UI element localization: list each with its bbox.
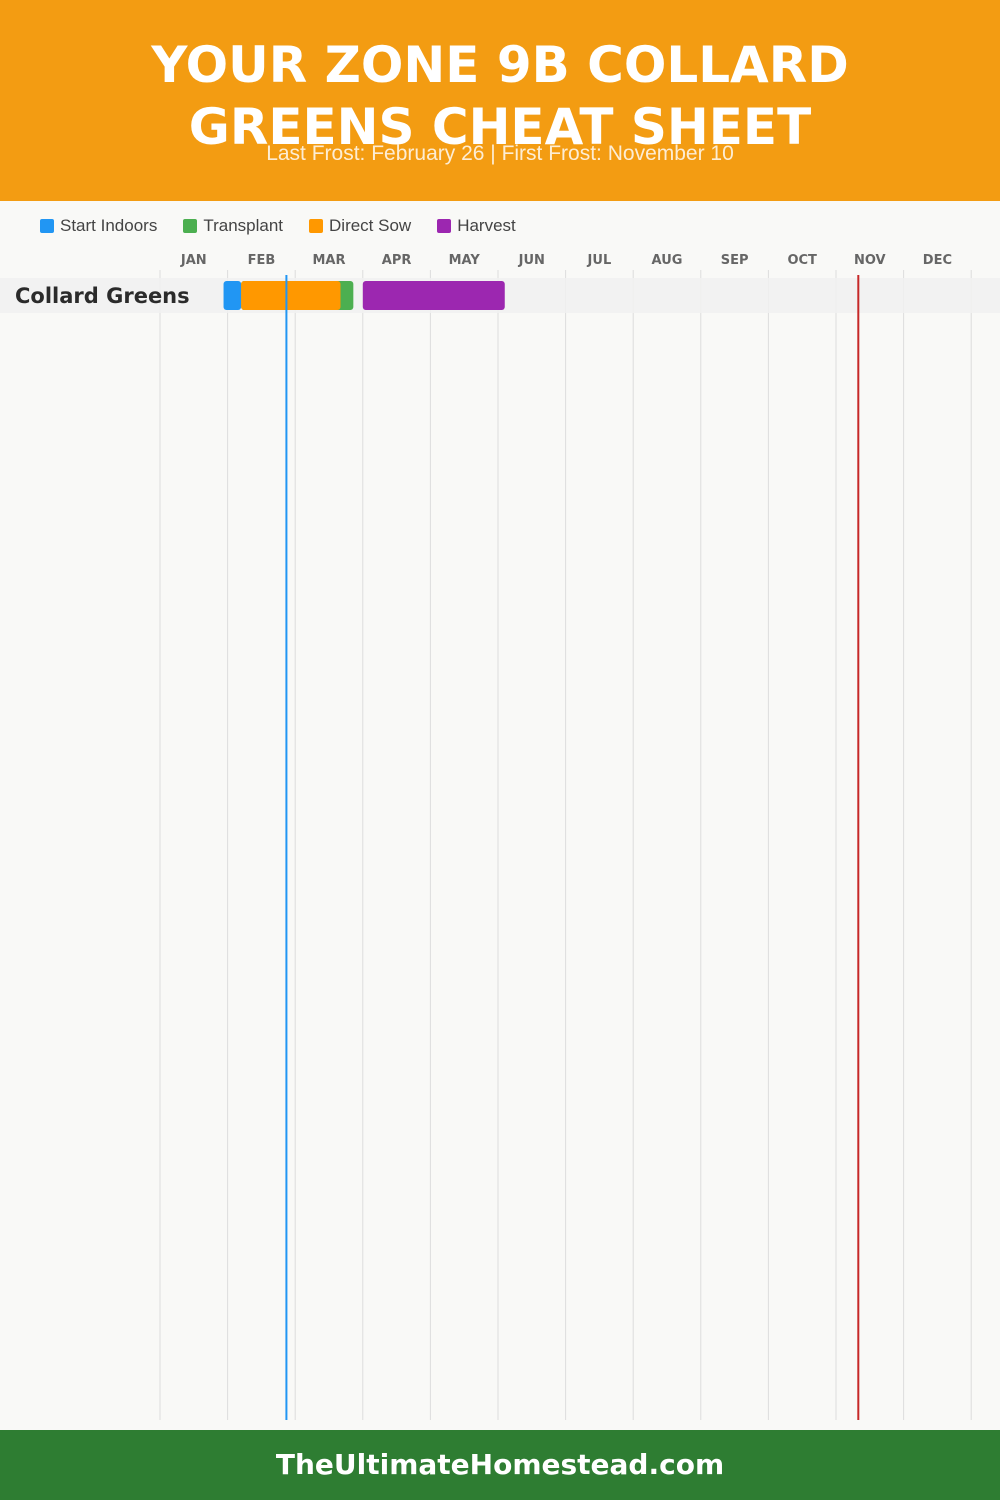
legend-label: Direct Sow — [329, 216, 412, 235]
month-label-dec: DEC — [923, 253, 952, 268]
planting-chart: JAN FEB MAR APR MAY JUN JUL AUG SEP OCT NOV DEC Coll… — [0, 253, 1000, 1420]
legend-item-harvest: Harvest — [437, 216, 516, 236]
frost-dates-subtitle: Last Frost: February 26 | First Frost: N… — [266, 142, 734, 165]
month-label-jul: JUL — [587, 253, 612, 268]
header: YOUR ZONE 9B COLLARD GREENS CHEAT SHEET … — [0, 0, 1000, 201]
page-title: YOUR ZONE 9B COLLARD GREENS CHEAT SHEET — [151, 36, 849, 156]
bar-harvest — [362, 281, 505, 310]
legend-swatch — [40, 219, 54, 233]
row-label: Collard Greens — [15, 284, 190, 308]
month-label-mar: MAR — [312, 253, 345, 268]
month-label-feb: FEB — [248, 253, 276, 268]
legend-item-start-indoors: Start Indoors — [40, 216, 157, 236]
month-label-nov: NOV — [854, 253, 886, 268]
month-label-apr: APR — [382, 253, 412, 268]
month-label-aug: AUG — [652, 253, 683, 268]
month-label-jun: JUN — [518, 253, 545, 268]
legend: Start Indoors Transplant Direct Sow Harvest — [40, 214, 542, 238]
legend-swatch — [437, 219, 452, 233]
legend-swatch — [309, 219, 324, 233]
month-label-sep: SEP — [721, 253, 749, 268]
month-label-may: MAY — [449, 253, 481, 268]
legend-label: Start Indoors — [60, 216, 158, 235]
bar-direct-sow — [241, 281, 341, 310]
site-link[interactable]: TheUltimateHomestead.com — [275, 1448, 725, 1481]
legend-label: Transplant — [203, 216, 284, 235]
bar-start-indoors — [223, 281, 242, 310]
legend-item-direct-sow: Direct Sow — [309, 216, 411, 236]
footer[interactable]: TheUltimateHomestead.com — [0, 1430, 1000, 1500]
legend-swatch — [183, 219, 198, 233]
month-label-oct: OCT — [787, 253, 817, 268]
legend-label: Harvest — [457, 216, 516, 235]
legend-item-transplant: Transplant — [183, 216, 283, 236]
month-label-jan: JAN — [180, 253, 207, 268]
